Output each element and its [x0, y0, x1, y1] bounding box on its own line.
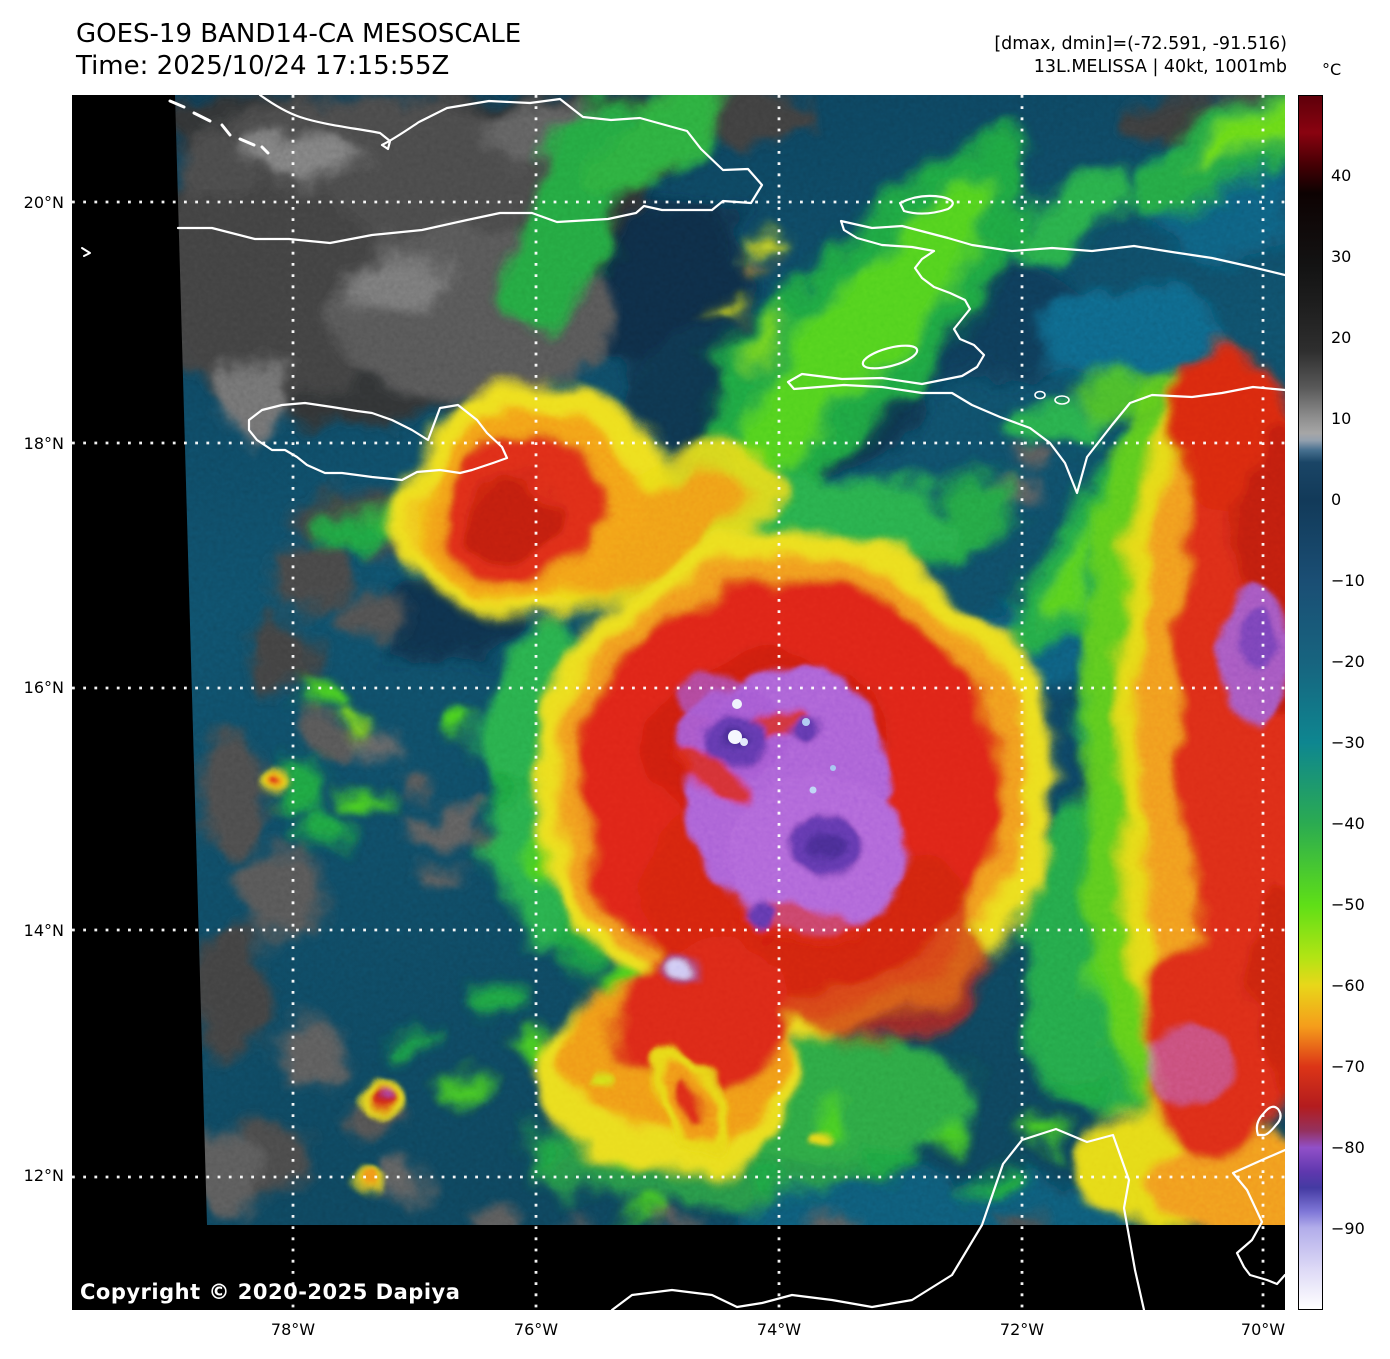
colorbar-tick: −80	[1331, 1138, 1365, 1157]
colorbar-tick: −60	[1331, 976, 1365, 995]
lat-axis-label: 16°N	[23, 678, 64, 697]
lat-axis-label: 20°N	[23, 193, 64, 212]
colorbar-tick: −40	[1331, 814, 1365, 833]
data-region	[175, 95, 1285, 1225]
colorbar-tick: −70	[1331, 1057, 1365, 1076]
lat-axis-label: 12°N	[23, 1166, 64, 1185]
colorbar-tick: −90	[1331, 1219, 1365, 1238]
temp-range-info: [dmax, dmin]=(-72.591, -91.516)	[994, 34, 1287, 54]
colorbar-tick: −50	[1331, 895, 1365, 914]
satellite-map: Copyright © 2020-2025 Dapiya	[72, 95, 1285, 1310]
graticule-gridlines	[72, 95, 1285, 1310]
colorbar-unit-label: °C	[1322, 60, 1342, 79]
lat-axis-label: 14°N	[23, 921, 64, 940]
ir-imagery	[72, 95, 1285, 1310]
lon-axis-label: 76°W	[513, 1320, 559, 1339]
copyright-watermark: Copyright © 2020-2025 Dapiya	[80, 1280, 461, 1304]
lat-axis-label: 18°N	[23, 434, 64, 453]
lon-axis-label: 78°W	[270, 1320, 316, 1339]
colorbar	[1298, 95, 1323, 1310]
lon-axis-label: 74°W	[756, 1320, 802, 1339]
colorbar-tick: 0	[1331, 490, 1342, 509]
colorbar-tick: −10	[1331, 571, 1365, 590]
colorbar-tick: 20	[1331, 328, 1352, 347]
colorbar-tick: −20	[1331, 652, 1365, 671]
image-grain	[175, 95, 1285, 1225]
timestamp-subtitle: Time: 2025/10/24 17:15:55Z	[76, 51, 450, 81]
lon-axis-label: 70°W	[1240, 1320, 1286, 1339]
page-title: GOES-19 BAND14-CA MESOSCALE	[76, 19, 522, 49]
coastlines	[81, 95, 1285, 1310]
colorbar-tick: 30	[1331, 247, 1352, 266]
colorbar-tick: 40	[1331, 166, 1352, 185]
colorbar-tick: 10	[1331, 409, 1352, 428]
colorbar-tick: −30	[1331, 733, 1365, 752]
lon-axis-label: 72°W	[999, 1320, 1045, 1339]
storm-info: 13L.MELISSA | 40kt, 1001mb	[1033, 57, 1287, 77]
